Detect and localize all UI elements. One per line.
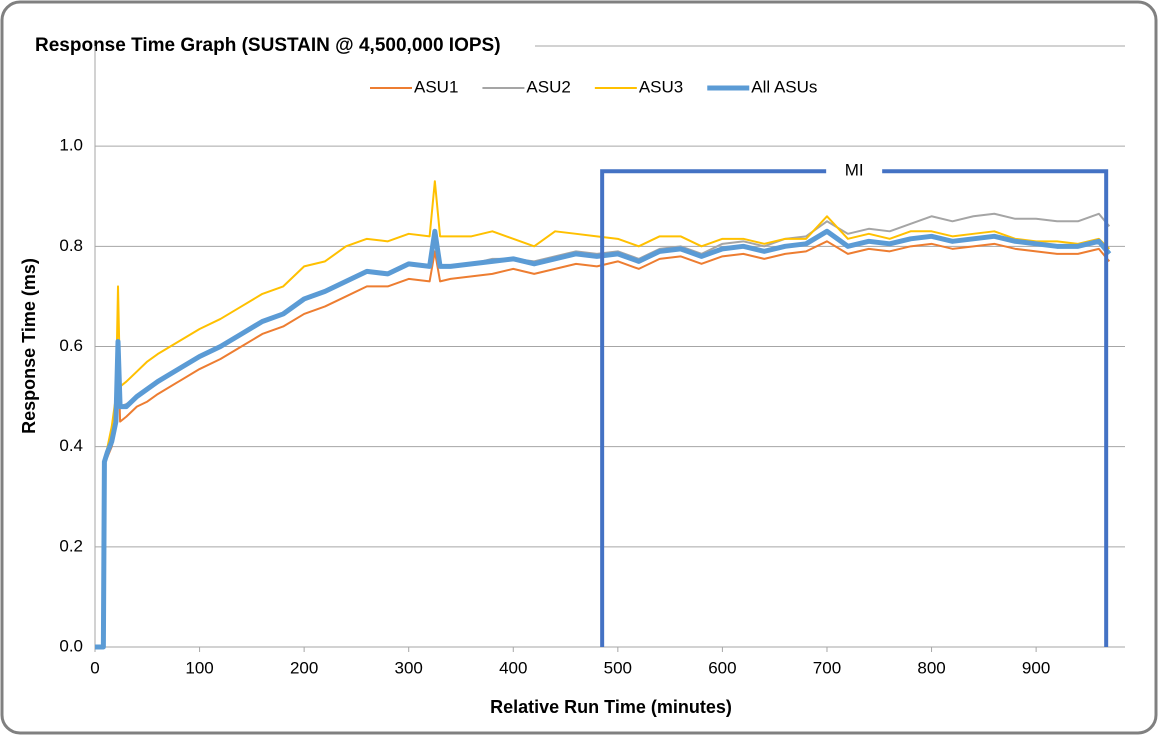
x-tick-label: 500	[604, 658, 632, 677]
y-tick-label: 1.0	[59, 136, 83, 155]
y-tick-label: 0.4	[59, 436, 83, 455]
legend-label: All ASUs	[751, 77, 817, 96]
y-tick-label: 0.0	[59, 636, 83, 655]
y-tick-label: 0.8	[59, 236, 83, 255]
x-tick-label: 300	[395, 658, 423, 677]
y-tick-label: 0.2	[59, 536, 83, 555]
mi-label: MI	[845, 161, 864, 180]
x-tick-label: 800	[917, 658, 945, 677]
x-tick-label: 900	[1022, 658, 1050, 677]
chart-title: Response Time Graph (SUSTAIN @ 4,500,000…	[35, 35, 501, 56]
mi-label-bg	[826, 159, 883, 184]
series-line	[95, 228, 1112, 650]
legend-label: ASU2	[526, 77, 570, 96]
x-tick-label: 200	[290, 658, 318, 677]
x-tick-label: 600	[708, 658, 736, 677]
x-axis-label: Relative Run Time (minutes)	[490, 697, 732, 717]
y-axis-label: Response Time (ms)	[19, 258, 39, 434]
legend-label: ASU1	[414, 77, 458, 96]
legend-label: ASU3	[639, 77, 683, 96]
x-tick-label: 700	[813, 658, 841, 677]
x-tick-label: 400	[499, 658, 527, 677]
series-line	[95, 240, 1111, 648]
series-line	[95, 180, 1111, 648]
x-tick-label: 100	[185, 658, 213, 677]
y-tick-label: 0.6	[59, 336, 83, 355]
x-tick-label: 0	[90, 658, 99, 677]
